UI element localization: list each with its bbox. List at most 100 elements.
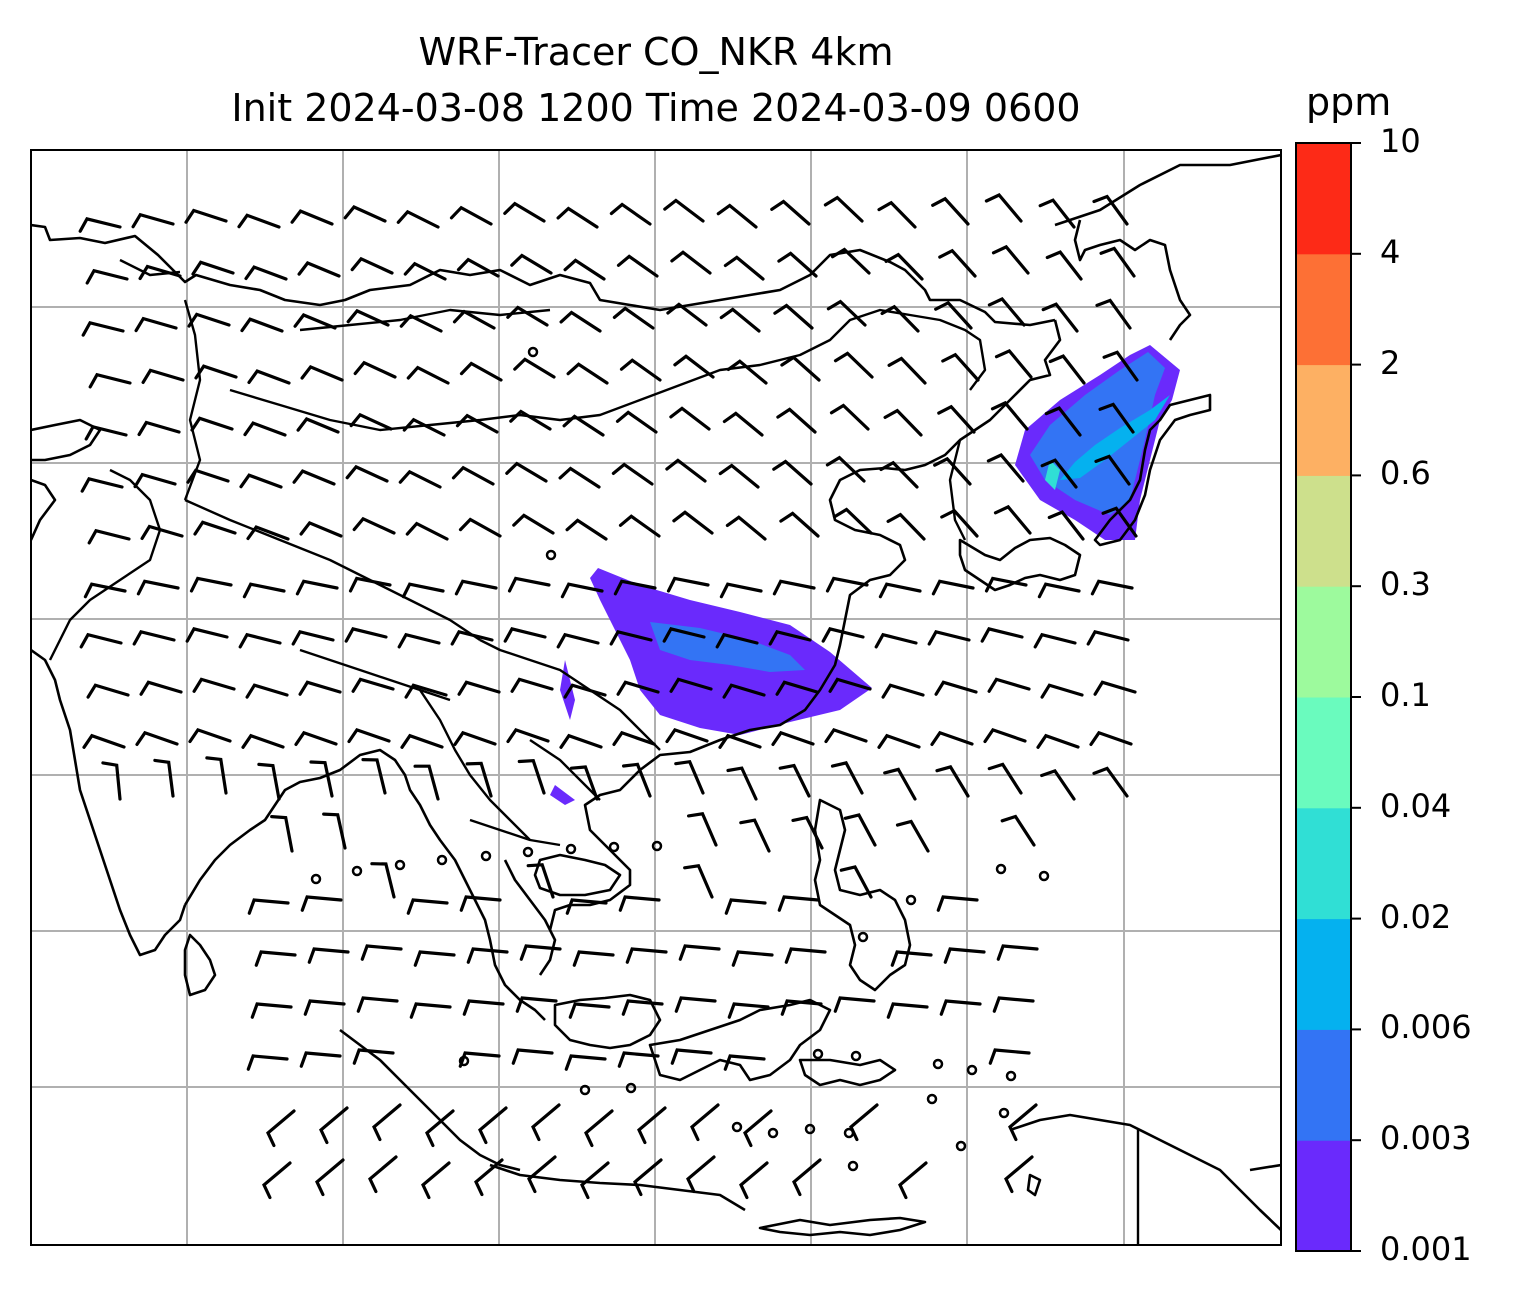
wind-barb <box>556 632 600 649</box>
wind-barb <box>718 463 760 489</box>
wind-barb <box>307 947 350 964</box>
wind-barb <box>360 944 403 961</box>
wind-barb <box>1008 1103 1038 1142</box>
wind-barb <box>349 412 393 431</box>
wind-barb <box>611 462 654 486</box>
calm-wind-marker <box>1005 1070 1017 1082</box>
wind-barb <box>739 1161 769 1200</box>
wind-barb <box>505 461 548 483</box>
wind-barb <box>883 767 917 801</box>
wind-barb <box>670 250 712 275</box>
wind-barb <box>987 762 1023 795</box>
wind-barb <box>886 512 926 541</box>
calm-wind-marker <box>905 894 917 906</box>
wind-barb <box>726 766 758 801</box>
wind-barb <box>895 819 930 853</box>
wind-barb <box>1036 733 1080 749</box>
wind-barb <box>188 727 232 744</box>
wind-barb <box>980 627 1024 643</box>
wind-barb <box>672 510 714 535</box>
wind-barb <box>79 632 123 649</box>
colorbar-segment <box>1296 1140 1351 1252</box>
wind-barb <box>843 813 877 847</box>
wind-barb <box>940 508 979 538</box>
colorbar-tick-label: 0.003 <box>1380 1119 1472 1158</box>
calm-wind-marker <box>394 859 406 871</box>
wind-barb <box>465 761 493 798</box>
wind-barb <box>839 865 873 899</box>
wind-barb <box>584 1109 614 1148</box>
wind-barb <box>400 733 444 749</box>
wind-barb <box>723 1054 766 1071</box>
wind-barb <box>826 299 867 327</box>
wind-barb <box>568 1002 611 1019</box>
wind-barb <box>828 677 872 693</box>
wind-barb <box>619 358 662 382</box>
wind-barb <box>134 316 178 333</box>
wind-barb <box>1048 354 1086 385</box>
wind-barb <box>984 193 1023 223</box>
wind-barb <box>772 459 813 486</box>
wind-barb <box>678 944 721 961</box>
wind-barb <box>454 579 498 596</box>
wind-barb <box>612 306 655 330</box>
wind-barb <box>372 1103 402 1142</box>
wind-barb <box>250 1002 293 1019</box>
wind-barb <box>266 1109 296 1148</box>
calm-wind-marker <box>767 1127 779 1139</box>
wind-barb <box>296 417 340 434</box>
wind-barb <box>621 999 664 1016</box>
wind-barb <box>139 680 183 696</box>
wind-barb <box>784 947 827 964</box>
wind-barb <box>722 683 766 699</box>
calm-wind-marker <box>458 1055 470 1067</box>
wind-barb <box>622 762 652 798</box>
calm-wind-marker <box>998 1107 1010 1119</box>
wind-barb <box>615 410 658 434</box>
wind-barb <box>770 199 811 226</box>
wind-barb <box>934 300 973 330</box>
wind-barb <box>413 950 456 967</box>
wind-barb <box>722 411 764 437</box>
wind-barb <box>731 950 774 967</box>
calm-wind-marker <box>565 843 577 855</box>
wind-barb <box>1094 454 1131 486</box>
wind-barb <box>883 408 923 437</box>
calm-wind-marker <box>522 846 534 858</box>
wind-barb <box>86 683 130 699</box>
wind-barb <box>559 310 602 333</box>
wind-barb <box>343 205 387 223</box>
wind-barb <box>879 460 919 489</box>
wind-barb <box>564 1054 607 1071</box>
wind-barb <box>299 1051 342 1068</box>
wind-barb <box>194 364 238 380</box>
wind-barb <box>368 1155 398 1194</box>
wind-barb <box>1037 582 1081 599</box>
wind-barb <box>927 629 971 646</box>
wind-barb <box>1041 302 1079 333</box>
wind-barb <box>715 632 759 649</box>
wind-barb <box>719 582 763 599</box>
colorbar-tick-label: 0.04 <box>1380 786 1452 825</box>
wind-barb <box>563 258 606 281</box>
wind-barb <box>572 950 615 967</box>
wind-barb <box>1089 730 1133 746</box>
wind-barb <box>931 579 975 596</box>
wind-barb <box>1093 680 1137 696</box>
calm-wind-marker <box>625 1082 637 1094</box>
calm-wind-marker <box>651 840 663 852</box>
wind-barb <box>1040 683 1084 699</box>
wind-barb <box>1004 1155 1034 1194</box>
wind-barb <box>830 247 871 275</box>
wind-barb <box>131 212 175 229</box>
wind-barb <box>1000 814 1036 847</box>
calm-wind-marker <box>926 1093 938 1105</box>
wind-barb <box>674 996 717 1013</box>
wind-barb <box>1098 402 1135 434</box>
wind-barb <box>833 351 874 379</box>
wind-barb <box>832 507 873 535</box>
calm-wind-marker <box>804 1123 816 1135</box>
colorbar-tick-label: 0.001 <box>1380 1230 1472 1268</box>
wind-barb <box>987 297 1026 327</box>
wind-barb <box>880 304 920 333</box>
